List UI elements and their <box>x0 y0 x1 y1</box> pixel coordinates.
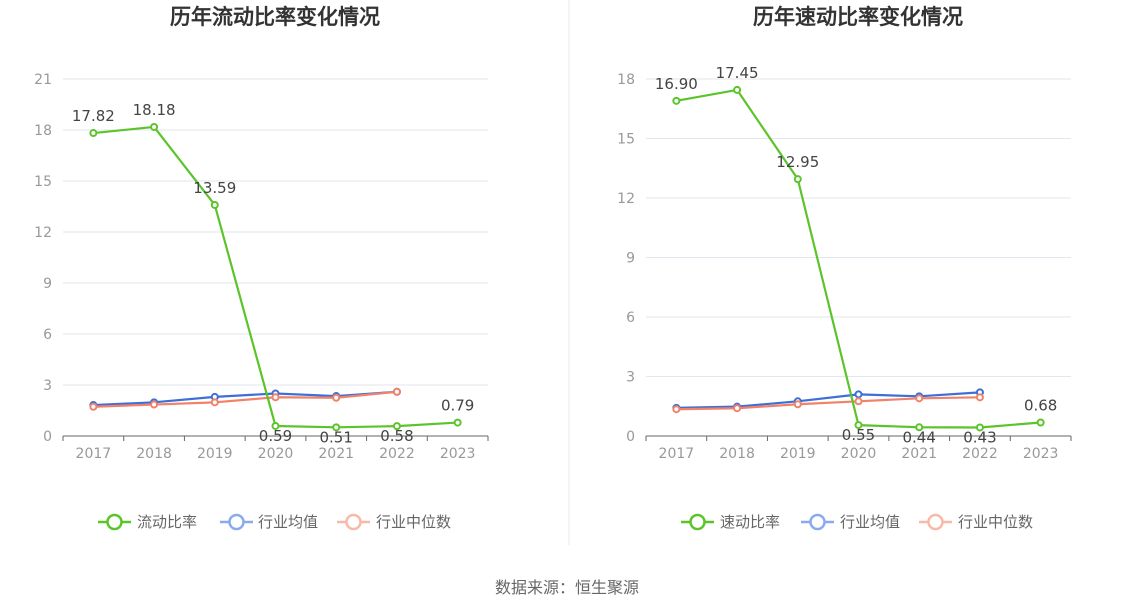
data-point <box>733 85 742 94</box>
data-point <box>332 423 341 432</box>
data-label: 0.51 <box>320 428 353 446</box>
data-point <box>453 418 462 427</box>
chart-panel-1: 历年流动比率变化情况 0 3 6 9 12 15 18 21 2017 2018 2019 2020 20… <box>34 5 489 531</box>
x-tick-label: 2020 <box>258 446 294 462</box>
x-tick-label: 2017 <box>76 446 112 462</box>
legend-label: 行业中位数 <box>376 513 451 531</box>
data-label: 13.59 <box>193 179 236 197</box>
y-tick-label: 0 <box>626 429 635 445</box>
data-point <box>150 122 159 131</box>
data-point <box>793 400 802 409</box>
legend-marker <box>228 513 245 531</box>
legend-marker <box>106 513 123 531</box>
data-point <box>854 397 863 406</box>
data-point <box>89 402 98 411</box>
legend-label: 行业均值 <box>840 513 900 531</box>
data-point <box>915 394 924 403</box>
data-source: 数据来源：恒生聚源 <box>494 578 639 597</box>
x-tick-label: 2022 <box>962 446 998 462</box>
data-point <box>210 200 219 209</box>
legend-marker <box>809 513 826 531</box>
y-tick-label: 9 <box>626 251 635 267</box>
series-line-行业均值 <box>93 390 398 407</box>
data-point <box>89 129 98 138</box>
x-tick-label: 2023 <box>440 446 476 462</box>
chart-title: 历年速动比率变化情况 <box>753 5 963 29</box>
chart-panel-2: 历年速动比率变化情况 0 3 6 9 12 15 18 2017 2018 2019 2020 2021… <box>617 5 1072 531</box>
legend-label: 速动比率 <box>720 513 780 531</box>
data-point <box>915 423 924 432</box>
chart-title: 历年流动比率变化情况 <box>170 5 380 29</box>
data-label: 0.43 <box>963 428 996 446</box>
data-point <box>210 398 219 407</box>
data-point <box>733 404 742 413</box>
x-tick-label: 2022 <box>379 446 415 462</box>
y-tick-label: 0 <box>43 429 52 445</box>
y-tick-label: 21 <box>34 72 52 88</box>
y-tick-label: 3 <box>626 370 635 386</box>
data-point <box>793 175 802 184</box>
legend-marker <box>345 513 362 531</box>
data-label: 12.95 <box>776 153 819 171</box>
data-point <box>672 96 681 105</box>
x-tick-label: 2020 <box>841 446 877 462</box>
series-line-行业中位数 <box>93 390 398 408</box>
data-point <box>271 393 280 402</box>
data-label: 17.45 <box>716 64 759 82</box>
data-label: 18.18 <box>133 101 176 119</box>
y-tick-label: 18 <box>617 72 635 88</box>
x-tick-label: 2023 <box>1023 446 1059 462</box>
legend-label: 行业均值 <box>258 513 318 531</box>
data-point <box>854 390 863 399</box>
legend-label: 行业中位数 <box>958 513 1033 531</box>
y-tick-label: 6 <box>626 310 635 326</box>
data-point <box>332 393 341 402</box>
data-label: 17.82 <box>72 107 115 125</box>
data-point <box>1036 418 1045 427</box>
x-tick-label: 2021 <box>901 446 937 462</box>
x-tick-label: 2019 <box>197 446 233 462</box>
x-tick-label: 2021 <box>318 446 354 462</box>
x-tick-label: 2018 <box>719 446 755 462</box>
x-tick-label: 2019 <box>780 446 816 462</box>
data-point <box>392 422 401 431</box>
legend-marker <box>689 513 706 531</box>
legend-label: 流动比率 <box>137 513 197 531</box>
y-tick-label: 15 <box>617 132 635 148</box>
data-label: 0.59 <box>259 427 292 445</box>
y-tick-label: 9 <box>43 276 52 292</box>
y-tick-label: 15 <box>34 174 52 190</box>
data-point <box>975 423 984 432</box>
data-point <box>392 387 401 396</box>
data-label: 16.90 <box>655 75 698 93</box>
data-point <box>150 400 159 409</box>
x-tick-label: 2017 <box>659 446 695 462</box>
data-label: 0.58 <box>380 427 413 445</box>
y-tick-label: 12 <box>34 225 52 241</box>
y-tick-label: 18 <box>34 123 52 139</box>
data-label: 0.79 <box>441 397 474 415</box>
series-line-行业中位数 <box>676 396 980 411</box>
x-tick-label: 2018 <box>136 446 172 462</box>
legend-marker <box>927 513 944 531</box>
series-line-行业均值 <box>676 391 981 409</box>
data-point <box>271 421 280 430</box>
y-tick-label: 3 <box>43 378 52 394</box>
data-point <box>854 421 863 430</box>
y-tick-label: 12 <box>617 191 635 207</box>
data-point <box>672 405 681 414</box>
data-label: 0.68 <box>1024 397 1057 415</box>
data-label: 0.44 <box>903 428 936 446</box>
series-line-流动比率 <box>93 125 458 429</box>
data-label: 0.55 <box>842 426 875 444</box>
y-tick-label: 6 <box>43 327 52 343</box>
data-point <box>975 393 984 402</box>
